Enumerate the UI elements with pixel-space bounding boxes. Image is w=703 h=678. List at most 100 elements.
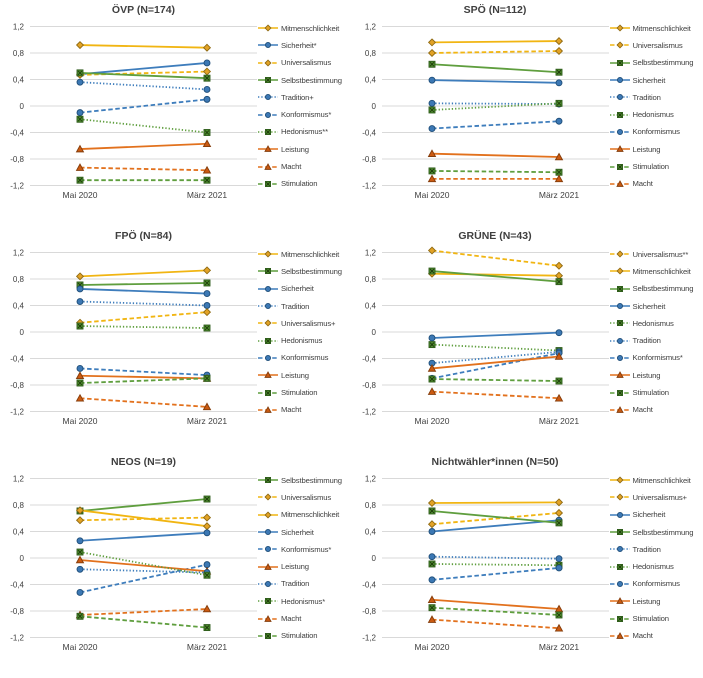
legend-key-dotted-xsquare-icon — [258, 598, 278, 605]
legend-key-dotted-xsquare-icon — [609, 320, 630, 327]
data-point-circle-icon — [555, 555, 562, 563]
data-point-xsquare-icon — [76, 548, 84, 556]
legend-label: Selbstbestimmung — [632, 58, 694, 68]
legend-key-dashed-diamond-icon — [258, 59, 278, 67]
data-point-circle-icon — [203, 290, 211, 298]
line-plot: 1,2 0,8 0,4 0 -0,4 -0,8 -1,2 Mai 2020 März 2021 — [10, 23, 257, 200]
legend-label: Tradition — [632, 92, 661, 102]
legend: Mitmenschlichkeit Sicherheit* Universalism… — [258, 20, 352, 193]
legend-label: Macht — [632, 631, 653, 641]
series-line — [431, 170, 559, 174]
y-tick-label: -0,4 — [362, 355, 376, 364]
data-point-diamond-icon — [202, 266, 212, 275]
data-point-xsquare-icon — [76, 69, 84, 77]
data-point-triangle-icon — [75, 163, 85, 171]
data-point-circle-icon — [76, 78, 84, 86]
legend-key-dashed-triangle-icon — [258, 405, 278, 413]
data-point-xsquare-icon — [76, 115, 84, 123]
series-line — [79, 300, 208, 307]
x-axis-label: Mai 2020 — [414, 190, 449, 200]
series-line — [79, 44, 208, 49]
legend-key-dashed-circle-icon — [258, 546, 278, 553]
data-point-circle-icon — [203, 59, 211, 67]
legend-key-dashed-xsquare-icon — [609, 615, 630, 622]
chart-title: Nichtwähler*innen (N=50) — [431, 456, 559, 468]
legend-item: Universalismus+ — [258, 315, 352, 332]
legend-key-solid-diamond-icon — [609, 476, 630, 484]
data-point-xsquare-icon — [555, 611, 562, 619]
y-tick-label: 1,2 — [13, 475, 25, 484]
data-point-xsquare-icon — [428, 560, 435, 568]
data-point-diamond-icon — [75, 516, 85, 525]
data-point-diamond-icon — [554, 46, 563, 56]
legend-label: Macht — [281, 162, 302, 172]
series-line — [431, 120, 559, 130]
y-tick-label: 0,8 — [364, 275, 376, 284]
y-tick-label: -0,4 — [10, 129, 24, 138]
y-tick-label: -0,8 — [362, 381, 376, 390]
data-point-xsquare-icon — [76, 322, 84, 330]
legend-item: Leistung — [258, 141, 352, 158]
legend-key-solid-circle-icon — [258, 42, 278, 49]
legend-item: Stimulation — [609, 158, 703, 175]
legend-label: Sicherheit — [632, 510, 666, 520]
y-tick-label: 0 — [371, 554, 376, 563]
series-line — [431, 343, 559, 352]
y-tick-label: -0,4 — [10, 355, 24, 364]
data-point-xsquare-icon — [428, 604, 435, 612]
legend-label: Hedonismus* — [281, 596, 326, 606]
data-point-triangle-icon — [427, 615, 436, 623]
legend-label: Leistung — [632, 596, 661, 606]
x-axis-label: März 2021 — [538, 416, 578, 426]
legend-key-solid-xsquare-icon — [609, 285, 630, 292]
legend-label: Hedonismus — [632, 110, 674, 120]
chart-title: NEOS (N=19) — [110, 456, 177, 468]
legend-label: Universalismus+ — [281, 318, 336, 328]
legend-item: Universalismus** — [609, 246, 703, 263]
x-axis-label: März 2021 — [538, 190, 578, 200]
data-point-diamond-icon — [75, 272, 85, 281]
legend-label: Stimulation — [632, 162, 670, 172]
legend-item: Konformismus* — [609, 349, 703, 366]
y-tick-label: 0,8 — [13, 49, 25, 58]
legend-key-dotted-circle-icon — [258, 303, 278, 310]
y-tick-label: -0,4 — [362, 581, 376, 590]
line-plot: 1,2 0,8 0,4 0 -0,4 -0,8 -1,2 Mai 2020 März 2021 — [10, 475, 257, 652]
data-point-xsquare-icon — [555, 168, 562, 176]
legend-label: Leistung — [632, 370, 661, 380]
data-point-circle-icon — [203, 529, 211, 537]
y-tick-label: -0,8 — [362, 155, 376, 164]
y-tick-label: -1,2 — [10, 634, 24, 643]
series-line — [431, 567, 559, 581]
legend-label: Selbstbestimmung — [632, 527, 694, 537]
legend-item: Mitmenschlichkeit — [609, 263, 703, 280]
data-point-triangle-icon — [554, 623, 563, 632]
legend-label: Hedonismus — [632, 562, 674, 572]
legend-item: Selbstbestimmung — [258, 263, 352, 280]
data-point-circle-icon — [428, 99, 435, 107]
legend-key-dashed-circle-icon — [609, 128, 630, 135]
y-tick-label: 0 — [371, 328, 376, 337]
line-plot: 1,2 0,8 0,4 0 -0,4 -0,8 -1,2 Mai 2020 März 2021 — [362, 475, 609, 652]
legend-item: Macht — [609, 401, 703, 418]
legend-label: Stimulation — [281, 179, 318, 189]
y-tick-label: -0,4 — [362, 129, 376, 138]
legend-label: Stimulation — [632, 614, 670, 624]
legend-item: Hedonismus — [609, 558, 703, 575]
legend-label: Macht — [632, 405, 653, 415]
legend: Selbstbestimmung Universalismus Mitmenschl… — [258, 472, 352, 645]
series-line — [79, 559, 208, 573]
legend-item: Mitmenschlichkeit — [258, 20, 352, 37]
data-point-triangle-icon — [202, 402, 212, 411]
x-axis-label: Mai 2020 — [63, 416, 98, 426]
data-point-circle-icon — [76, 588, 84, 596]
data-point-diamond-icon — [202, 513, 212, 522]
legend-key-solid-circle-icon — [609, 77, 630, 84]
y-tick-label: 0,4 — [364, 302, 376, 311]
data-point-circle-icon — [76, 565, 84, 573]
legend-item: Stimulation — [258, 627, 352, 644]
legend-label: Leistung — [281, 370, 309, 380]
legend-key-dashed-triangle-icon — [258, 614, 278, 622]
legend-key-solid-xsquare-icon — [258, 477, 278, 484]
